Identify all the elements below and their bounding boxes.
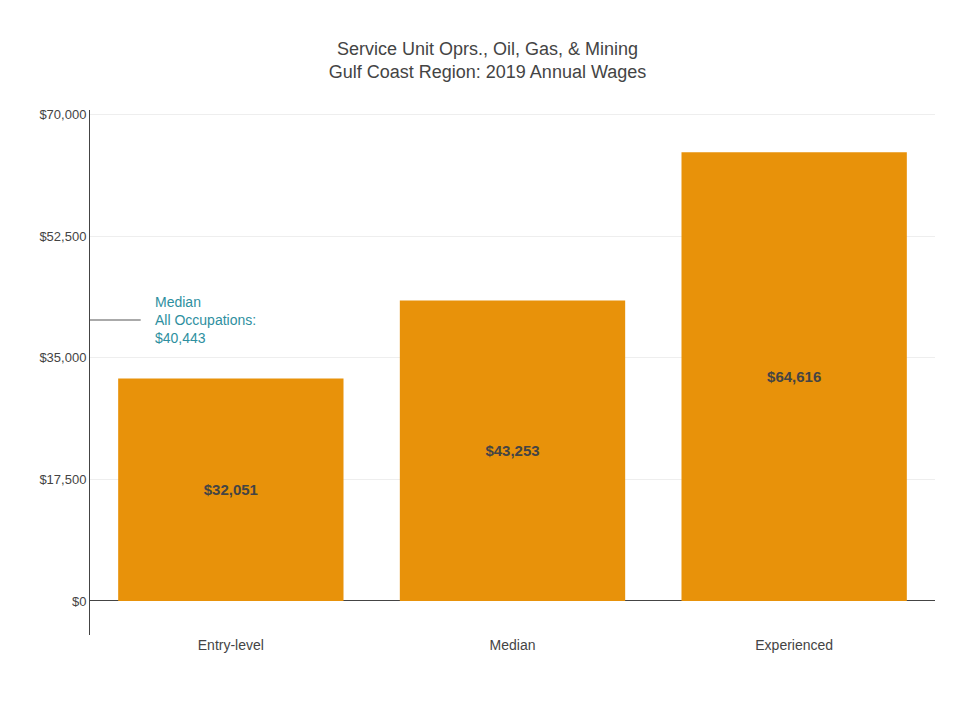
svg-text:Service Unit Oprs., Oil, Gas,: Service Unit Oprs., Oil, Gas, & MiningGu…: [329, 39, 647, 82]
svg-text:$43,253: $43,253: [485, 442, 539, 459]
svg-text:$52,500: $52,500: [39, 229, 86, 244]
svg-text:$0: $0: [72, 594, 86, 609]
svg-text:$17,500: $17,500: [39, 472, 86, 487]
svg-text:MedianAll Occupations:$40,443: MedianAll Occupations:$40,443: [155, 294, 256, 346]
svg-text:Median: Median: [490, 637, 536, 653]
svg-text:$64,616: $64,616: [767, 368, 821, 385]
svg-text:Experienced: Experienced: [755, 637, 833, 653]
svg-text:Entry-level: Entry-level: [198, 637, 264, 653]
svg-text:$32,051: $32,051: [204, 481, 258, 498]
svg-text:$70,000: $70,000: [39, 107, 86, 122]
svg-text:$35,000: $35,000: [39, 350, 86, 365]
